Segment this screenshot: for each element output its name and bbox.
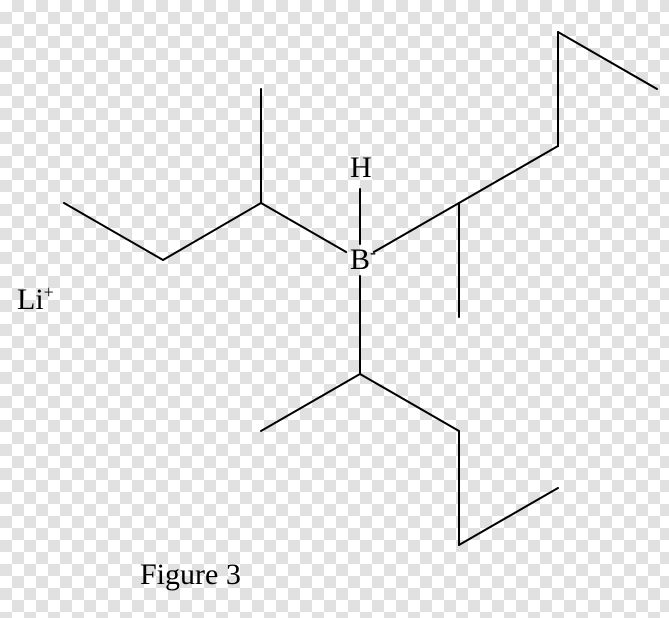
bond-line xyxy=(261,374,360,431)
atom-charge: - xyxy=(370,242,376,262)
chemical-structure-svg xyxy=(0,0,669,618)
bond-line xyxy=(459,146,558,203)
bond-line xyxy=(360,374,459,431)
atom-label-hydrogen: H xyxy=(350,153,372,183)
atom-label-boron: B- xyxy=(350,245,376,275)
atom-symbol: H xyxy=(350,151,372,184)
bond-line xyxy=(261,203,346,252)
atom-symbol: Li xyxy=(17,283,44,316)
figure-caption: Figure 3 xyxy=(140,558,241,592)
atom-charge: + xyxy=(44,282,54,302)
bond-line xyxy=(374,203,459,252)
bond-line xyxy=(64,203,163,260)
bond-line xyxy=(558,32,657,89)
bond-line xyxy=(459,488,558,545)
atom-label-lithium: Li+ xyxy=(17,285,54,315)
atom-symbol: B xyxy=(350,243,370,276)
bond-line xyxy=(163,203,261,260)
